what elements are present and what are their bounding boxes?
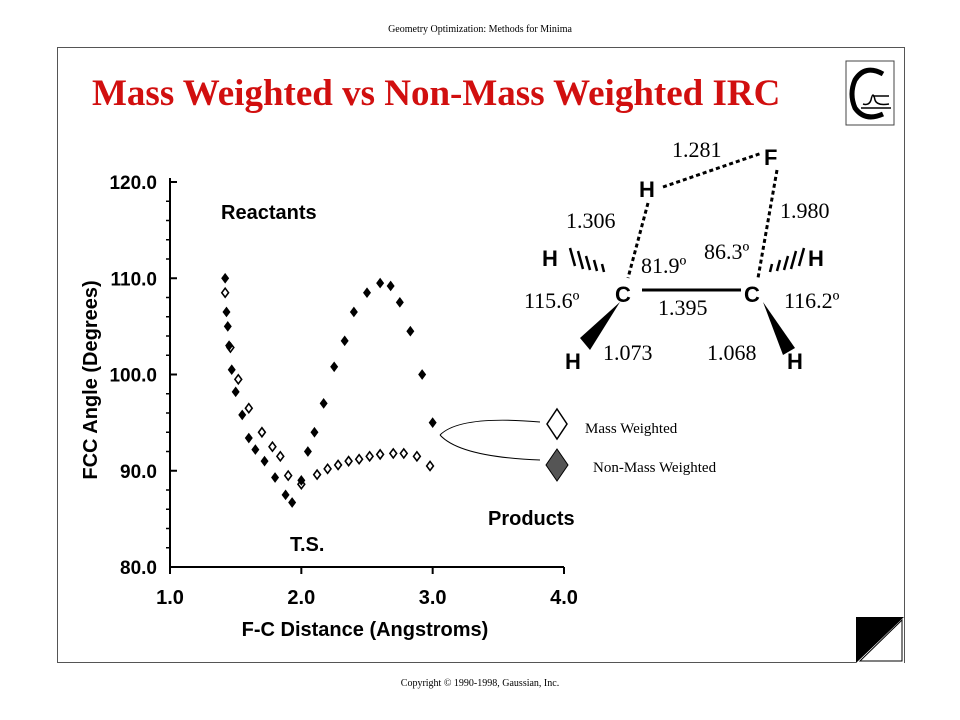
hashed-wedge-left — [568, 247, 606, 273]
bond-length-cc: 1.395 — [658, 295, 708, 320]
bond-h-f — [662, 151, 763, 189]
legend-leader-mass — [439, 419, 541, 436]
legend-label-nonmass: Non-Mass Weighted — [593, 460, 717, 476]
angle-hcc: 81.9º — [641, 253, 687, 278]
legend-label-mass: Mass Weighted — [585, 421, 678, 437]
angle-ccf: 86.3º — [704, 239, 750, 264]
angle-left: 115.6º — [524, 288, 580, 313]
corner-mark-icon — [856, 617, 904, 663]
footer-caption: Copyright © 1990-1998, Gaussian, Inc. — [400, 678, 560, 689]
angle-right: 116.2º — [784, 288, 840, 313]
atom-h-top: H — [639, 177, 655, 202]
bond-length-hf: 1.281 — [672, 137, 722, 162]
legend-leader-nonmass — [439, 434, 541, 461]
atom-h-bottom-left: H — [565, 349, 581, 374]
bond-length-ch: 1.306 — [566, 208, 616, 233]
legend-open-diamond-icon — [546, 407, 568, 441]
atom-h-right: H — [808, 246, 824, 271]
molecule-diagram: F H H C C H H H 1.281 1.306 1.980 1.395 … — [524, 137, 840, 374]
bond-length-cf: 1.980 — [780, 198, 830, 223]
header-caption: Geometry Optimization: Methods for Minim… — [388, 24, 572, 35]
hashed-wedge-right — [768, 247, 806, 273]
bond-length-ch-bottom-left: 1.073 — [603, 340, 653, 365]
atom-h-bottom-right: H — [787, 349, 803, 374]
bond-c-f — [756, 169, 779, 279]
slide-title: Mass Weighted vs Non-Mass Weighted IRC — [92, 73, 781, 114]
gaussian-logo-icon — [845, 60, 895, 126]
atom-c-left: C — [615, 282, 631, 307]
solid-wedge-right — [763, 302, 795, 355]
atom-f: F — [764, 145, 777, 170]
slide-frame — [57, 47, 905, 663]
legend-filled-diamond-icon — [545, 448, 569, 482]
bond-c-h — [626, 202, 650, 279]
solid-wedge-left — [580, 302, 620, 350]
bond-length-ch-bottom-right: 1.068 — [707, 340, 757, 365]
atom-h-left: H — [542, 246, 558, 271]
legend: Mass Weighted Non-Mass Weighted — [439, 407, 717, 482]
atom-c-right: C — [744, 282, 760, 307]
